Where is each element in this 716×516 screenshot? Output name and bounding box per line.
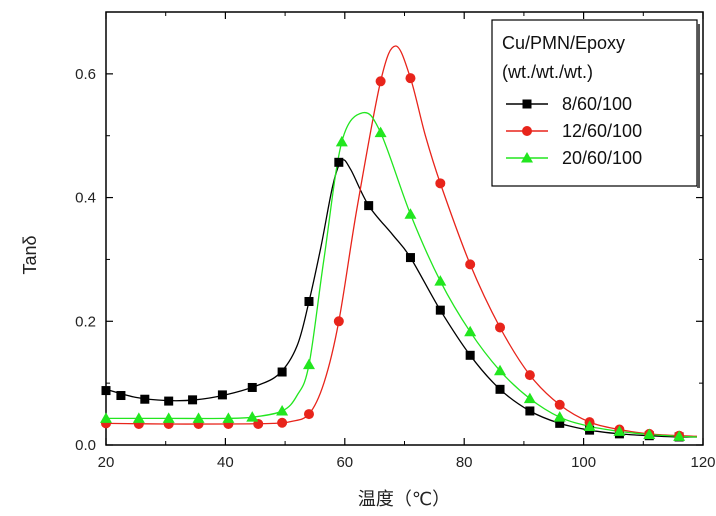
data-point-series-3: [246, 411, 259, 422]
x-tick-label: 100: [571, 454, 596, 471]
data-point-series-3: [643, 428, 656, 439]
data-point-series-3: [162, 412, 175, 423]
data-point-series-1: [140, 394, 150, 404]
data-point-series-1: [525, 406, 535, 416]
data-point-series-3: [302, 358, 315, 370]
legend-title-line-1: Cu/PMN/Epoxy: [502, 33, 625, 53]
series-markers: [100, 73, 686, 442]
data-point-series-3: [494, 364, 507, 376]
y-axis-label: Tanδ: [20, 235, 40, 274]
data-point-series-3: [553, 411, 566, 422]
data-point-series-2: [495, 322, 506, 333]
data-point-series-1: [188, 395, 198, 405]
data-point-series-3: [192, 412, 205, 423]
data-point-series-3: [335, 135, 348, 147]
legend-label: 12/60/100: [562, 121, 642, 141]
data-point-series-1: [405, 253, 415, 263]
data-point-series-1: [101, 386, 111, 396]
x-tick-label: 80: [456, 454, 473, 471]
y-tick-labels: 0.0 0.2 0.4 0.6: [75, 66, 96, 454]
legend-label: 8/60/100: [562, 94, 632, 114]
series-line-3: [106, 111, 698, 438]
data-point-series-1: [495, 384, 505, 394]
legend-marker: [522, 126, 532, 136]
legend-entries: 8/60/100 12/60/100 20/60/100: [506, 94, 642, 168]
data-point-series-2: [277, 417, 288, 428]
data-point-series-3: [374, 126, 387, 138]
data-point-series-3: [613, 425, 626, 436]
data-point-series-1: [304, 296, 314, 306]
data-point-series-2: [405, 73, 416, 84]
legend: Cu/PMN/Epoxy (wt./wt./wt.) 8/60/100 12/60…: [491, 19, 700, 188]
data-point-series-3: [100, 412, 112, 423]
y-tick-label: 0.6: [75, 66, 96, 83]
data-point-series-1: [247, 382, 257, 392]
data-point-series-1: [364, 201, 374, 211]
x-tick-label: 40: [217, 454, 234, 471]
data-point-series-1: [217, 390, 227, 400]
y-tick-label: 0.0: [75, 437, 96, 454]
data-point-series-1: [555, 418, 565, 428]
x-tick-labels: 20 40 60 80 100 120: [98, 454, 716, 471]
data-point-series-2: [435, 178, 446, 189]
data-point-series-3: [583, 420, 596, 431]
data-point-series-1: [116, 391, 126, 401]
axis-ticks: [105, 11, 704, 446]
data-point-series-3: [404, 208, 417, 219]
x-tick-label: 20: [98, 454, 115, 471]
x-axis-label: 温度（℃）: [358, 489, 450, 509]
data-point-series-2: [303, 409, 314, 420]
legend-title-line-2: (wt./wt./wt.): [502, 62, 593, 82]
legend-marker: [521, 152, 533, 163]
data-point-series-1: [435, 305, 445, 315]
y-tick-label: 0.4: [75, 190, 96, 207]
data-point-series-2: [333, 316, 344, 327]
data-point-series-2: [554, 399, 565, 410]
x-tick-label: 60: [336, 454, 353, 471]
legend-box-shadow: [697, 24, 700, 188]
data-point-series-3: [673, 430, 686, 441]
legend-label: 20/60/100: [562, 148, 642, 168]
data-point-series-1: [164, 396, 174, 406]
data-point-series-1: [465, 350, 475, 360]
data-point-series-2: [524, 370, 535, 381]
data-point-series-3: [132, 412, 145, 423]
data-point-series-3: [464, 325, 477, 337]
data-point-series-3: [523, 392, 536, 404]
data-point-series-1: [334, 157, 344, 167]
data-point-series-1: [277, 367, 287, 377]
legend-marker: [522, 99, 532, 109]
data-point-series-2: [375, 76, 386, 87]
data-point-series-2: [465, 259, 476, 270]
data-point-series-3: [434, 275, 447, 286]
x-tick-label: 120: [690, 454, 715, 471]
data-point-series-3: [276, 404, 289, 416]
y-tick-label: 0.2: [75, 313, 96, 330]
data-point-series-3: [222, 412, 235, 423]
